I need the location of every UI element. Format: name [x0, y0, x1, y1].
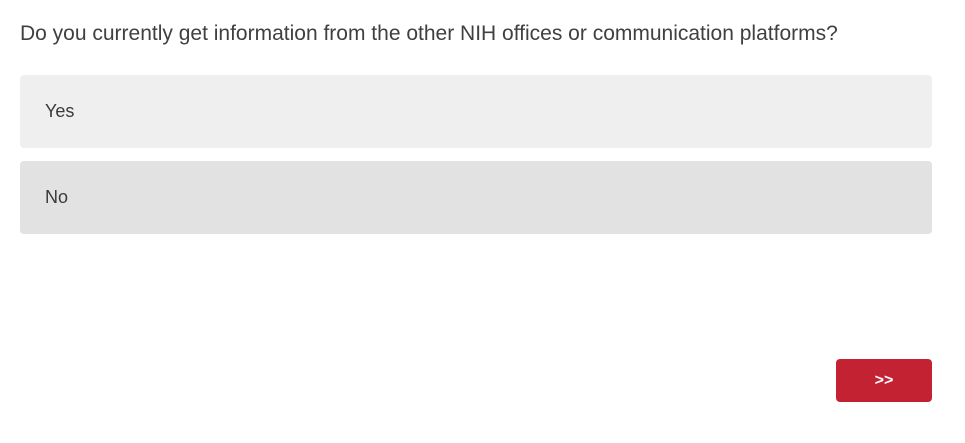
choice-no[interactable]: No: [20, 161, 932, 234]
choice-yes[interactable]: Yes: [20, 75, 932, 148]
question-text: Do you currently get information from th…: [20, 22, 838, 45]
choice-label: Yes: [45, 101, 75, 121]
next-button[interactable]: >>: [836, 359, 932, 402]
choice-label: No: [45, 187, 69, 207]
